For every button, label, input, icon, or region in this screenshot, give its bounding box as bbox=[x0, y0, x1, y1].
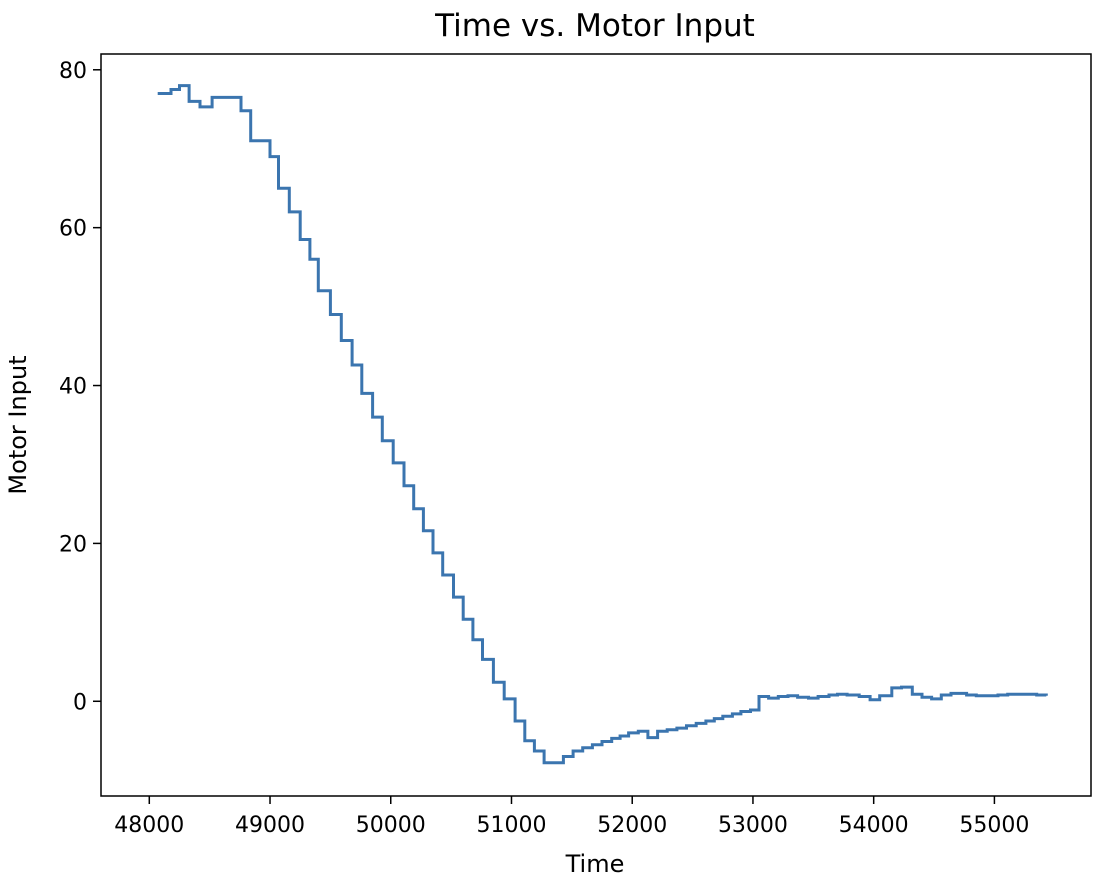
x-axis-label: Time bbox=[565, 850, 625, 878]
y-tick-label: 0 bbox=[73, 690, 87, 715]
y-axis: 0 20 40 60 80 bbox=[59, 59, 101, 715]
y-tick-label: 80 bbox=[59, 59, 87, 84]
x-tick-label: 49000 bbox=[235, 813, 305, 838]
y-tick-label: 60 bbox=[59, 217, 87, 242]
chart-title: Time vs. Motor Input bbox=[434, 8, 755, 44]
x-tick-label: 51000 bbox=[476, 813, 546, 838]
x-tick-label: 53000 bbox=[718, 813, 788, 838]
x-axis: 48000 49000 50000 51000 52000 53000 54000 55000 bbox=[114, 796, 1029, 838]
x-tick-label: 52000 bbox=[597, 813, 667, 838]
x-tick-label: 48000 bbox=[114, 813, 184, 838]
series-line bbox=[157, 84, 1048, 765]
y-axis-label: Motor Input bbox=[4, 355, 32, 494]
x-tick-label: 50000 bbox=[356, 813, 426, 838]
y-tick-label: 40 bbox=[59, 375, 87, 400]
x-tick-label: 54000 bbox=[839, 813, 909, 838]
plot-frame bbox=[100, 53, 1092, 797]
x-tick-label: 55000 bbox=[959, 813, 1029, 838]
y-tick-label: 20 bbox=[59, 532, 87, 557]
